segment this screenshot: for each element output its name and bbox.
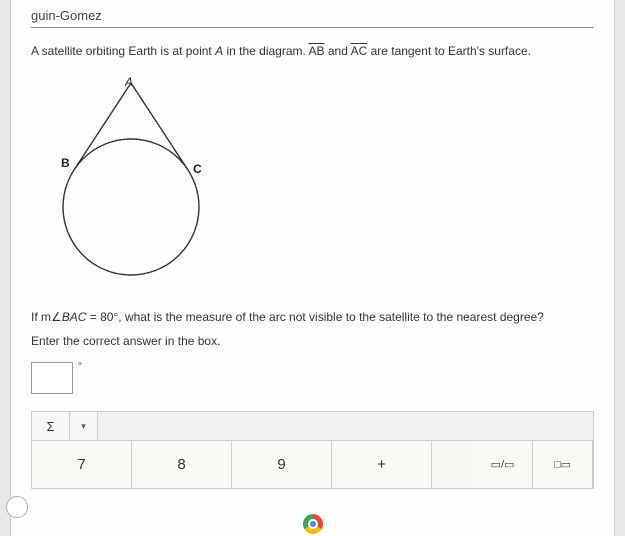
toolbar-dropdown[interactable]: ▾ — [70, 412, 98, 440]
keypad-spacer — [432, 441, 473, 488]
tangent-line-ac — [131, 83, 188, 170]
key-plus[interactable]: + — [332, 441, 432, 488]
label-a2: A — [125, 77, 134, 80]
nav-circle-button[interactable] — [6, 496, 28, 518]
q1-mid: in the diagram. — [223, 44, 308, 58]
instruction-text: Enter the correct answer in the box. — [31, 334, 594, 348]
student-name: guin-Gomez — [31, 8, 594, 27]
key-mixed-fraction[interactable]: □▭ — [533, 441, 593, 488]
angle-bac: BAC — [62, 310, 87, 324]
math-toolbar: Σ ▾ — [31, 411, 594, 441]
key-9[interactable]: 9 — [232, 441, 332, 488]
key-fraction[interactable]: ▭/▭ — [473, 441, 533, 488]
segment-ac: AC — [351, 44, 368, 58]
taskbar-icons — [303, 514, 323, 534]
q1-prefix: A satellite orbiting Earth is at point — [31, 44, 215, 58]
key-8[interactable]: 8 — [132, 441, 232, 488]
key-7[interactable]: 7 — [32, 441, 132, 488]
question-line-1: A satellite orbiting Earth is at point A… — [31, 42, 594, 61]
q1-and: and — [325, 44, 351, 58]
label-c: C — [193, 162, 202, 176]
point-a-ref: A — [215, 44, 223, 58]
label-b: B — [61, 156, 70, 170]
tangent-diagram: A A B C — [41, 77, 241, 287]
tangent-line-ab — [74, 83, 131, 170]
q2-eq: = 80° — [86, 310, 118, 324]
q2-prefix: If m∠ — [31, 310, 62, 324]
segment-ab: AB — [309, 44, 325, 58]
answer-input[interactable] — [31, 362, 73, 394]
sigma-button[interactable]: Σ — [32, 412, 70, 440]
header-divider — [31, 27, 594, 28]
keypad: 7 8 9 + ▭/▭ □▭ — [31, 441, 594, 489]
earth-circle — [63, 139, 199, 275]
chrome-icon[interactable] — [303, 514, 323, 534]
q2-suffix: , what is the measure of the arc not vis… — [118, 310, 544, 324]
q1-suffix: are tangent to Earth's surface. — [367, 44, 531, 58]
question-line-2: If m∠BAC = 80°, what is the measure of t… — [31, 310, 594, 324]
